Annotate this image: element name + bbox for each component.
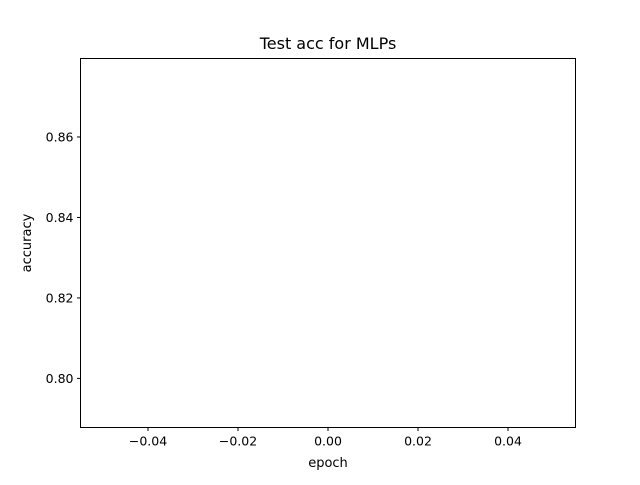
x-axis-ticks: −0.04 −0.02 0.00 0.02 0.04 bbox=[129, 427, 522, 449]
x-axis-label: epoch bbox=[308, 456, 348, 471]
y-tick-label: 0.82 bbox=[46, 290, 74, 305]
x-tick-label: −0.04 bbox=[129, 434, 167, 449]
chart-title: Test acc for MLPs bbox=[259, 34, 397, 53]
x-tick-label: −0.02 bbox=[219, 434, 257, 449]
x-tick-label: 0.00 bbox=[314, 434, 342, 449]
y-axis-label: accuracy bbox=[20, 213, 35, 272]
y-axis-ticks: 0.80 0.82 0.84 0.86 bbox=[46, 129, 81, 386]
y-tick-label: 0.80 bbox=[46, 371, 74, 386]
y-tick-label: 0.86 bbox=[46, 129, 74, 144]
x-tick-label: 0.02 bbox=[404, 434, 432, 449]
plot-area-frame bbox=[80, 58, 576, 428]
y-tick-label: 0.84 bbox=[46, 210, 74, 225]
x-tick-label: 0.04 bbox=[494, 434, 522, 449]
